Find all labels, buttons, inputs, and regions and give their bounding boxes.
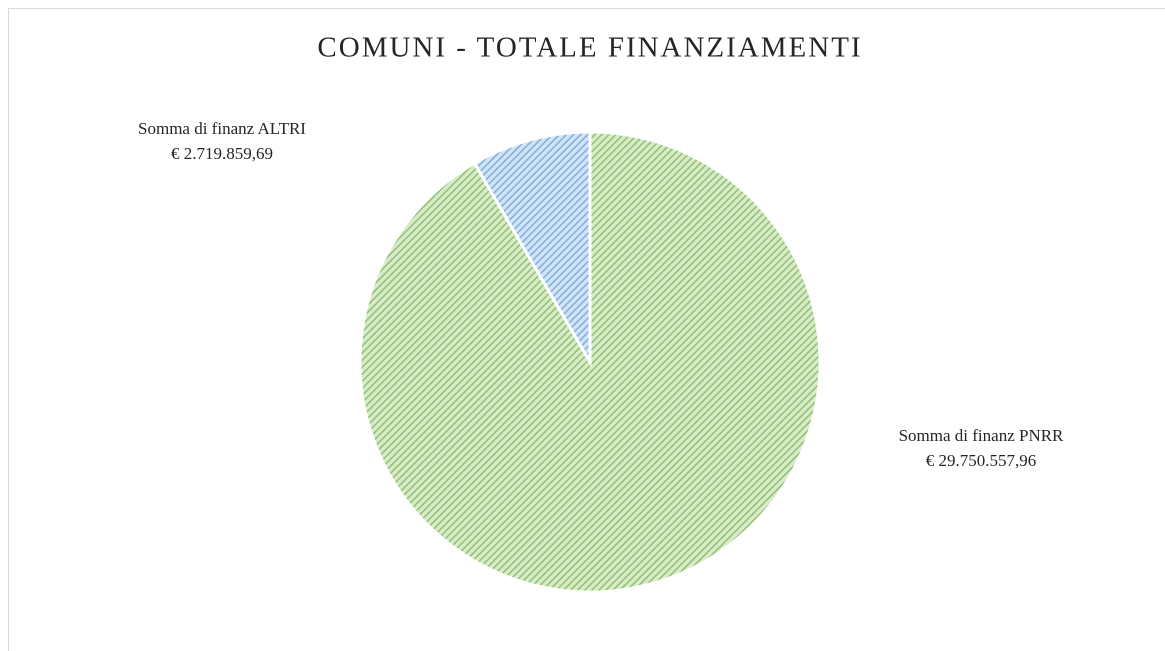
slice-label-name: Somma di finanz ALTRI [138, 119, 306, 138]
chart-frame [8, 8, 1165, 651]
chart-title: COMUNI - TOTALE FINANZIAMENTI [317, 32, 862, 64]
pie-slice [472, 130, 592, 368]
slice-label-value: € 2.719.859,69 [171, 144, 273, 163]
slice-label-value: € 29.750.557,96 [926, 451, 1037, 470]
slice-label-name: Somma di finanz PNRR [899, 426, 1064, 445]
